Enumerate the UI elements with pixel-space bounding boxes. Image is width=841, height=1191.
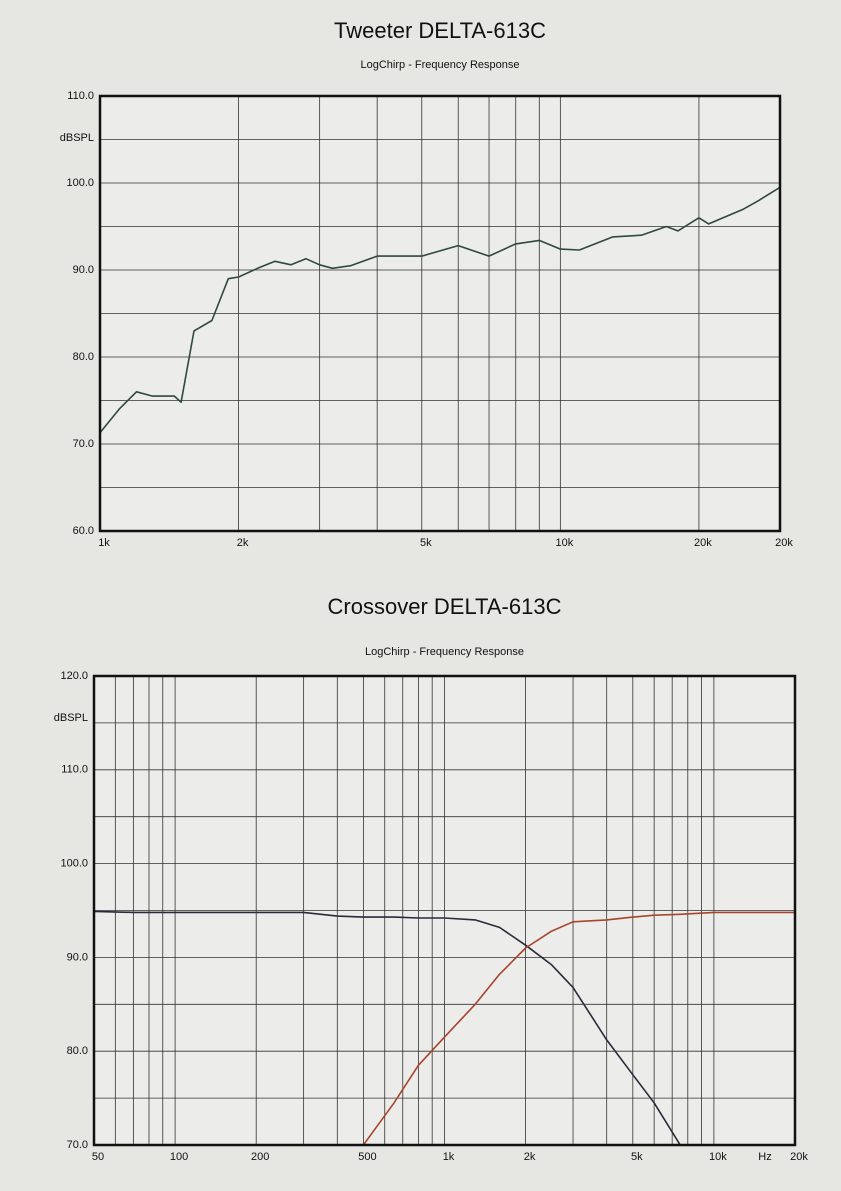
y-tick-label: 120.0 — [60, 670, 88, 682]
x-tick-label: 5k — [631, 1151, 643, 1163]
x-tick-label: 20k — [790, 1151, 808, 1163]
chart-title: Tweeter DELTA-613C — [334, 18, 546, 43]
y-tick-label: 110.0 — [67, 90, 94, 102]
y-tick-label: 60.0 — [73, 525, 94, 537]
x-axis-label: Hz — [758, 1151, 771, 1163]
x-tick-label: 2k — [237, 537, 249, 549]
y-tick-label: 70.0 — [73, 438, 94, 450]
y-tick-label: 90.0 — [73, 264, 94, 276]
y-tick-label: 80.0 — [73, 351, 94, 363]
x-tick-label: 20k — [775, 537, 793, 549]
plot-frame — [98, 94, 782, 533]
x-tick-label: 20k — [694, 537, 712, 549]
series-line — [99, 186, 781, 434]
chart-title: Crossover DELTA-613C — [328, 594, 562, 619]
y-tick-label: 100.0 — [60, 858, 88, 870]
x-tick-label: 10k — [709, 1151, 727, 1163]
chart-subtitle: LogChirp - Frequency Response — [361, 59, 520, 71]
x-tick-label: 50 — [92, 1151, 104, 1163]
y-tick-label: 110.0 — [61, 764, 88, 776]
y-tick-label: 100.0 — [66, 177, 94, 189]
x-tick-label: 200 — [251, 1151, 269, 1163]
y-tick-label: 70.0 — [67, 1139, 88, 1151]
chart-subtitle: LogChirp - Frequency Response — [365, 646, 524, 658]
series-line — [362, 911, 795, 1146]
y-axis-label: dBSPL — [60, 132, 94, 144]
x-tick-label: 1k — [98, 537, 110, 549]
x-tick-label: 500 — [358, 1151, 376, 1163]
x-tick-label: 1k — [443, 1151, 455, 1163]
y-tick-label: 80.0 — [67, 1045, 88, 1057]
y-axis-label: dBSPL — [54, 712, 88, 724]
x-tick-label: 2k — [524, 1151, 536, 1163]
x-tick-label: 100 — [170, 1151, 188, 1163]
series-line — [93, 910, 681, 1146]
x-tick-label: 5k — [420, 537, 432, 549]
x-tick-label: 10k — [555, 537, 573, 549]
y-tick-label: 90.0 — [67, 951, 88, 963]
plot-frame — [92, 674, 797, 1147]
